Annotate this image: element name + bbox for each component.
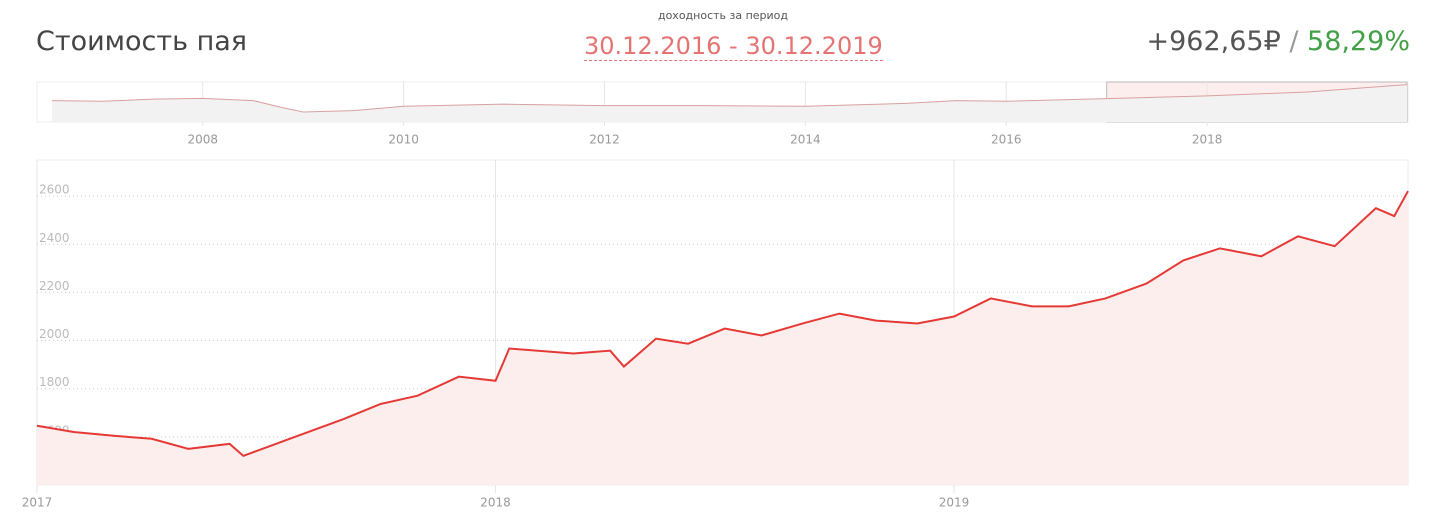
line [36, 190, 1409, 458]
y-tick-label: 2400 [39, 231, 70, 245]
x-tick-label: 2016 [991, 133, 1022, 147]
period-picker[interactable]: 30.12.2016 - 30.12.2019 [584, 32, 883, 61]
area [52, 84, 1407, 122]
gain-value: +962,65₽ [1146, 26, 1281, 57]
x-tick-label: 2018 [1192, 133, 1223, 147]
y-tick-label: 2000 [39, 327, 70, 341]
area [37, 191, 1408, 486]
y-tick-label: 2200 [39, 279, 70, 293]
x-tick-label: 2019 [939, 496, 970, 510]
y-tick-label: 2600 [39, 183, 70, 197]
x-tick-label: 2010 [388, 133, 419, 147]
line [52, 84, 1408, 113]
gain: +962,65₽ / 58,29% [1146, 26, 1410, 57]
x-tick-label: 2014 [790, 133, 821, 147]
separator: / [1289, 26, 1299, 57]
y-tick-label: 1800 [39, 375, 70, 389]
period-caption: доходность за период [657, 9, 789, 22]
gain-percent: 58,29% [1307, 26, 1410, 57]
x-tick-label: 2012 [589, 133, 620, 147]
x-tick-label: 2008 [187, 133, 218, 147]
title: Стоимость пая [36, 26, 248, 57]
x-tick-label: 2017 [22, 496, 53, 510]
x-tick-label: 2018 [480, 496, 511, 510]
